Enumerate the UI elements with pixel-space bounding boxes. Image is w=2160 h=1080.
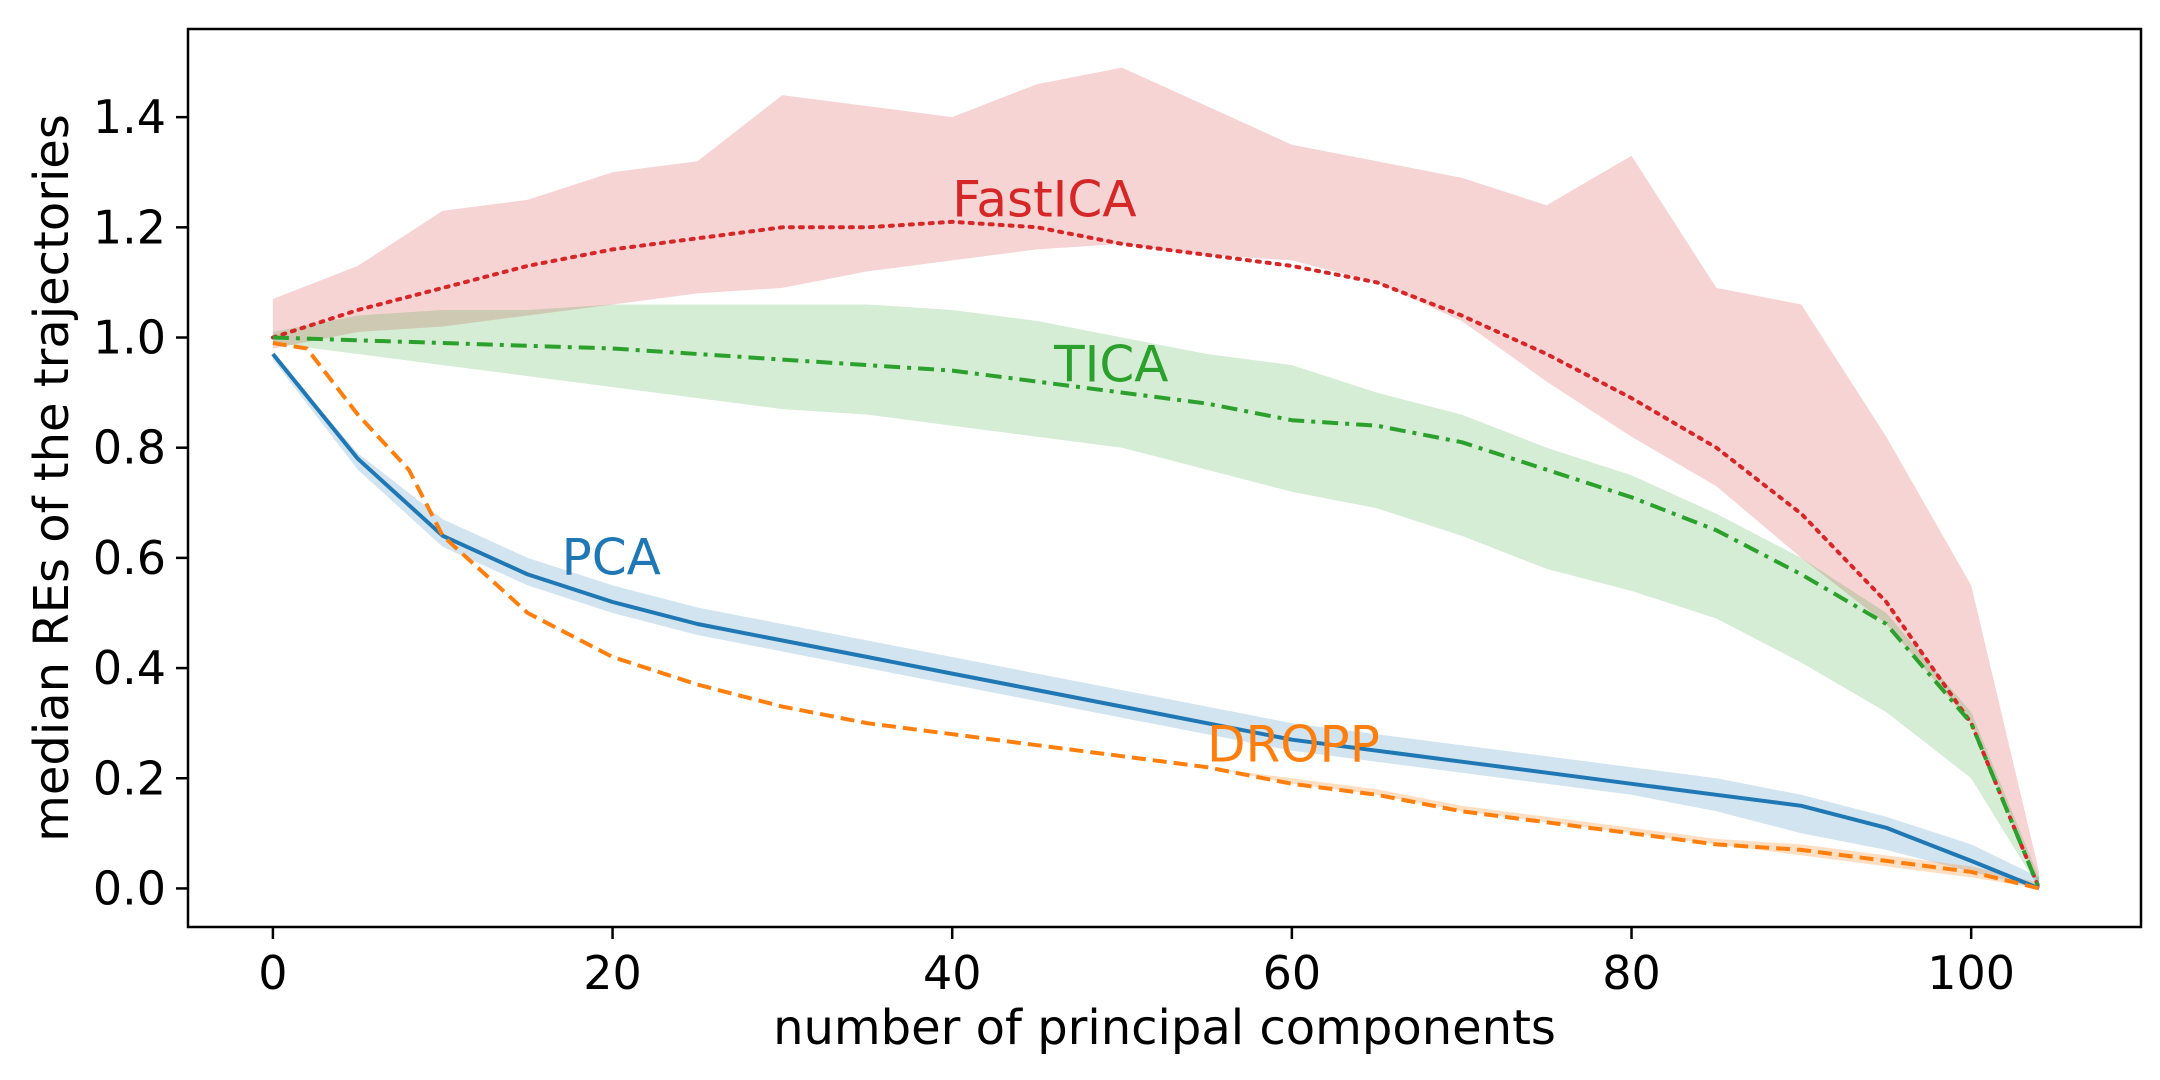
y-tick-label: 0.4 — [93, 641, 166, 695]
x-axis: 0 20 40 60 80 100 — [258, 927, 2015, 1000]
fastica-label: FastICA — [952, 170, 1136, 228]
dropp-line — [272, 341, 2040, 891]
x-axis-label: number of principal components — [773, 1000, 1556, 1056]
uncertainty-bands — [272, 67, 2040, 889]
y-tick-label: 0.2 — [93, 751, 166, 805]
y-tick-label: 0.0 — [93, 861, 166, 915]
x-tick-label: 20 — [583, 946, 642, 1000]
y-tick-label: 1.2 — [93, 200, 166, 254]
y-axis: 0.0 0.2 0.4 0.6 0.8 1.0 1.2 1.4 — [93, 90, 188, 915]
tica-label: TICA — [1053, 336, 1168, 394]
fastica-band — [272, 67, 2040, 889]
fastica-line — [270, 219, 2042, 891]
y-tick-label: 0.8 — [93, 421, 166, 475]
x-tick-label: 100 — [1927, 946, 2015, 1000]
plot-frame — [186, 27, 2143, 929]
series-lines — [270, 219, 2042, 891]
x-tick-label: 80 — [1602, 946, 1661, 1000]
x-tick-label: 60 — [1263, 946, 1322, 1000]
y-tick-label: 0.6 — [93, 531, 166, 585]
tica-band — [272, 304, 2040, 889]
pca-label: PCA — [562, 528, 661, 586]
tica-line — [272, 335, 2041, 890]
y-tick-label: 1.4 — [93, 90, 166, 144]
series-labels: FastICA TICA PCA DROPP — [562, 170, 1380, 773]
pca-line — [271, 352, 2040, 891]
y-tick-label: 1.0 — [93, 311, 166, 365]
pca-band — [272, 354, 2040, 889]
x-tick-label: 0 — [258, 946, 287, 1000]
x-tick-label: 40 — [923, 946, 982, 1000]
y-axis-label: median REs of the trajectories — [24, 114, 80, 842]
dropp-label: DROPP — [1207, 716, 1380, 774]
